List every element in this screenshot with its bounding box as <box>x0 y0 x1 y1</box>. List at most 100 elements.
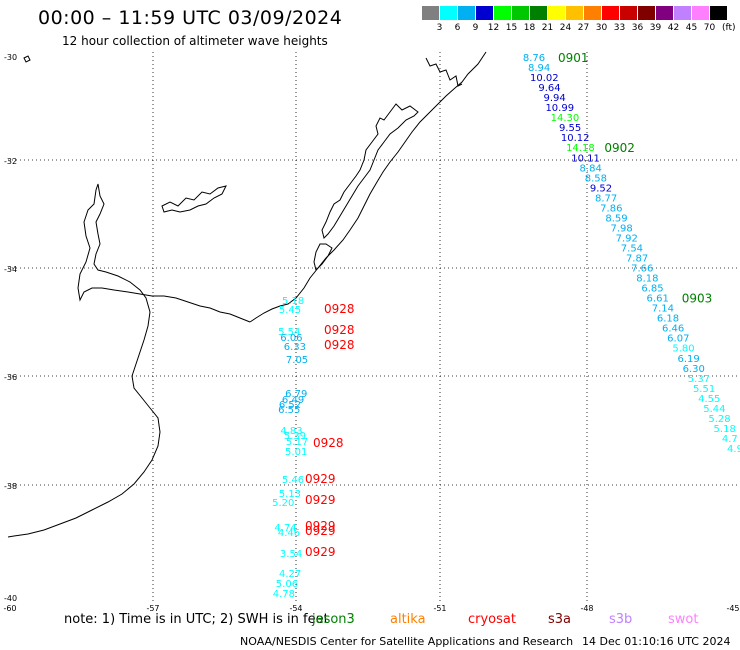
footer-timestamp: 14 Dec 01:10:16 UTC 2024 <box>582 635 731 648</box>
graticule <box>8 52 740 604</box>
time-label: 0929 <box>305 472 336 486</box>
islet <box>23 55 31 63</box>
swh-value: 7.92 <box>616 233 638 244</box>
swh-value: 5.28 <box>708 414 730 425</box>
swh-value: 6.33 <box>284 342 306 353</box>
swh-value: 4.83 <box>280 426 302 437</box>
time-label: 0902 <box>604 141 635 155</box>
swh-value: 10.12 <box>561 133 590 144</box>
swh-value: 8.58 <box>585 173 607 184</box>
swh-value: 5.01 <box>285 447 307 458</box>
legend-swatch <box>548 6 565 20</box>
lon-label: -57 <box>146 604 159 613</box>
swh-value: 10.11 <box>571 153 600 164</box>
legend-swatch <box>710 6 727 20</box>
time-label: 0928 <box>324 323 355 337</box>
swh-value: 5.37 <box>688 374 710 385</box>
swh-value: 9.94 <box>543 93 565 104</box>
swh-value: 4.27 <box>279 569 301 580</box>
swh-value: 5.45 <box>279 305 301 316</box>
swh-value: 5.17 <box>286 437 308 448</box>
legend-unit: (ft) <box>722 23 736 33</box>
legend-label: 15 <box>505 23 518 33</box>
rio-negro-reservoir <box>161 185 227 213</box>
satellite-jason3: jason3 <box>312 612 355 627</box>
satellite-altika: altika <box>390 612 426 627</box>
satellite-s3a: s3a <box>548 612 572 627</box>
legend-swatch <box>566 6 583 20</box>
legend-swatch <box>638 6 655 20</box>
swh-value: 5.06 <box>276 579 298 590</box>
swh-value: 6.61 <box>647 294 669 305</box>
swh-value: 5.18 <box>282 296 304 307</box>
swh-value: 9.52 <box>590 183 612 194</box>
track-east-values: 8.768.9410.029.649.9410.9914.309.5510.12… <box>523 53 740 455</box>
map-subtitle: 12 hour collection of altimeter wave hei… <box>62 34 328 48</box>
legend-swatch <box>692 6 709 20</box>
legend-swatch <box>422 6 439 20</box>
swh-value: 6.85 <box>641 284 663 295</box>
satellite-cryosat: cryosat <box>468 612 516 627</box>
swh-value: 6.06 <box>280 333 302 344</box>
lat-label: -32 <box>4 157 17 166</box>
swh-value: 5.20 <box>272 498 294 509</box>
track-west-values: 5.185.45 5.546.066.33 7.05 6.796.496.526.55… <box>272 296 308 600</box>
swh-value: 7.66 <box>631 264 653 275</box>
lat-label: -36 <box>4 373 17 382</box>
legend-label: 30 <box>595 23 608 33</box>
legend-label: 21 <box>541 23 554 33</box>
longitude-labels: -60 -57 -54 -51 -48 -45 <box>3 604 739 613</box>
swh-value: 5.39 <box>284 431 306 442</box>
legend-label: 42 <box>667 23 680 33</box>
legend-label: 45 <box>685 23 698 33</box>
swh-value: 10.02 <box>530 73 559 84</box>
swh-value: 7.87 <box>626 254 648 265</box>
swh-value: 9.64 <box>538 83 560 94</box>
swh-value: 10.99 <box>545 103 574 114</box>
time-label: 0901 <box>558 51 589 65</box>
lat-label: -34 <box>4 265 17 274</box>
lat-label: -38 <box>4 482 17 491</box>
legend-swatch <box>584 6 601 20</box>
swh-value: 6.18 <box>657 314 679 325</box>
legend-label: 9 <box>472 23 479 33</box>
time-label: 0928 <box>324 302 355 316</box>
swh-value: 4.7 <box>722 434 738 445</box>
legend-label: 39 <box>649 23 662 33</box>
satellite-swot: swot <box>668 612 699 627</box>
latitude-labels: -30 -32 -34 -36 -38 -40 <box>4 53 17 603</box>
lagoa-dos-patos <box>321 103 419 239</box>
satellite-s3b: s3b <box>609 612 633 627</box>
swh-value: 4.74 <box>274 523 296 534</box>
legend-label: 24 <box>559 23 572 33</box>
time-label: 0929 <box>305 545 336 559</box>
legend-label: 3 <box>436 23 443 33</box>
lon-label: -51 <box>433 604 446 613</box>
lon-label: -45 <box>726 604 739 613</box>
swh-value: 5.46 <box>282 475 304 486</box>
legend-swatch <box>656 6 673 20</box>
swh-value: 7.05 <box>286 355 308 366</box>
legend-swatch <box>494 6 511 20</box>
swh-value: 8.59 <box>605 213 627 224</box>
lon-label: -60 <box>3 604 16 613</box>
note-text: note: 1) Time is in UTC; 2) SWH is in fe… <box>64 612 329 627</box>
coastline-inland-north <box>425 57 463 87</box>
map-title: 00:00 – 11:59 UTC 03/09/2024 <box>38 7 343 29</box>
swh-value: 6.46 <box>662 324 684 335</box>
legend-label: 18 <box>523 23 536 33</box>
coastline <box>7 51 487 538</box>
swh-value: 9.55 <box>559 123 581 134</box>
swh-value: 5.51 <box>693 384 715 395</box>
swh-value: 7.14 <box>652 304 674 315</box>
time-label: 0929 <box>305 519 336 533</box>
legend-swatch <box>674 6 691 20</box>
legend-label: 6 <box>454 23 461 33</box>
lagoa-mirim <box>313 243 333 271</box>
swh-value: 8.84 <box>580 163 602 174</box>
lat-label: -40 <box>4 594 17 603</box>
swh-value: 4.9 <box>727 444 740 455</box>
time-label: 0928 <box>313 436 344 450</box>
legend-swatch <box>458 6 475 20</box>
